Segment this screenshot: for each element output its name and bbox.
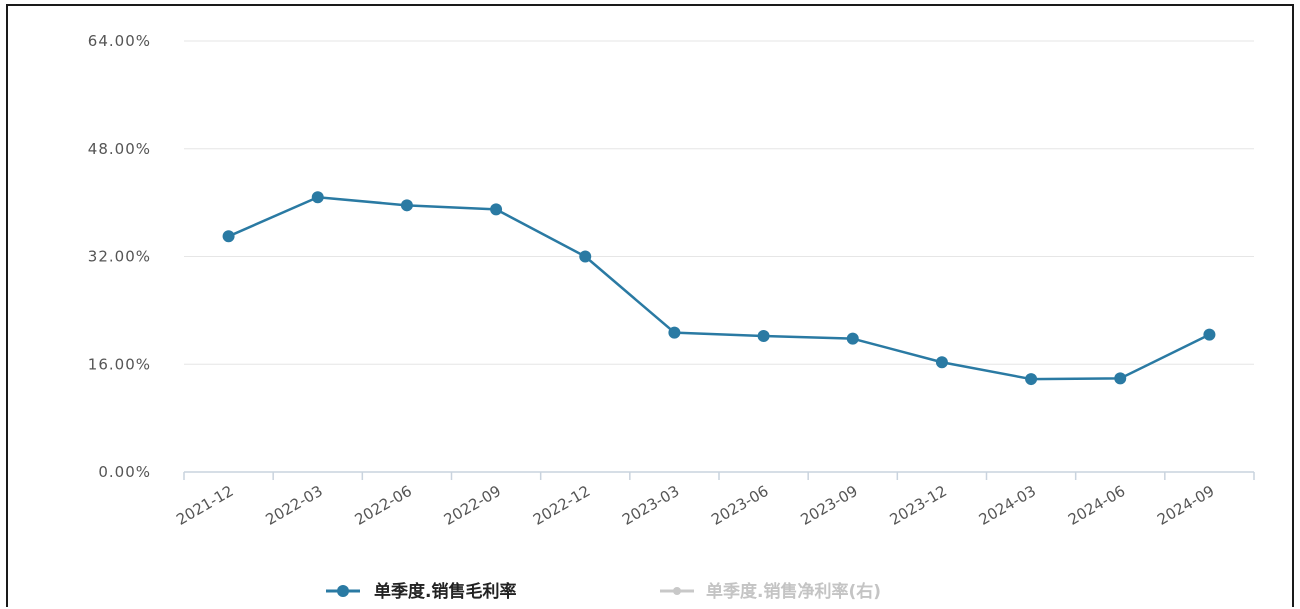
y-axis-ticks: 0.00% 16.00% 32.00% 48.00% 64.00% — [88, 32, 151, 481]
y-tick-label: 48.00% — [88, 140, 151, 158]
series-line — [228, 195, 1210, 381]
line-chart: 0.00%16.00%32.00%48.00%64.00% 2021-12 202… — [88, 32, 1255, 602]
data-point — [1114, 372, 1127, 385]
legend-label: 单季度.销售毛利率 — [374, 581, 516, 602]
legend-dot-icon — [337, 585, 349, 597]
data-point — [1025, 373, 1038, 386]
data-point — [400, 199, 413, 212]
x-tick-label: 2024-06 — [1065, 482, 1128, 529]
y-tick-label: 0.00% — [98, 463, 151, 481]
data-point — [579, 250, 592, 263]
legend-label: 单季度.销售净利率(右) — [706, 581, 881, 602]
legend-item-gross-margin[interactable]: 单季度.销售毛利率 — [326, 581, 516, 602]
chart-frame: 0.00% 16.00% 32.00% 48.00% 64.00% 2021-12 202… — [6, 4, 1294, 607]
data-point — [757, 329, 770, 342]
legend-item-net-margin[interactable]: 单季度.销售净利率(右) — [660, 581, 881, 602]
legend-dot-icon — [673, 587, 681, 595]
y-tick-label: 64.00% — [88, 32, 151, 50]
x-tick-label: 2023-12 — [887, 482, 950, 529]
x-tick-label: 2023-03 — [619, 482, 682, 529]
data-point — [222, 230, 235, 243]
x-tick-label: 2024-03 — [976, 482, 1039, 529]
data-point — [311, 191, 324, 204]
y-tick-label: 16.00% — [88, 355, 151, 373]
legend[interactable]: 单季度.销售毛利率 单季度.销售净利率(右) — [326, 581, 881, 602]
gridlines — [184, 40, 1254, 365]
x-tick-label: 2023-09 — [797, 482, 860, 529]
x-tick-label: 2021-12 — [173, 482, 236, 529]
x-axis — [183, 471, 1255, 480]
x-axis-ticks: 2021-12 2022-03 2022-06 2022-09 2022-12 2023-… — [173, 482, 1217, 529]
x-tick-label: 2023-06 — [708, 482, 771, 529]
x-tick-label: 2022-12 — [530, 482, 593, 529]
data-point — [490, 203, 503, 216]
data-point — [846, 332, 859, 345]
y-tick-label: 32.00% — [88, 248, 151, 266]
data-point — [935, 356, 948, 369]
x-tick-label: 2022-03 — [262, 482, 325, 529]
x-tick-label: 2022-06 — [352, 482, 415, 529]
data-point — [1203, 328, 1216, 341]
data-point — [668, 326, 681, 339]
series-layer — [222, 191, 1216, 386]
x-tick-label: 2022-09 — [441, 482, 504, 529]
x-tick-label: 2024-09 — [1154, 482, 1217, 529]
